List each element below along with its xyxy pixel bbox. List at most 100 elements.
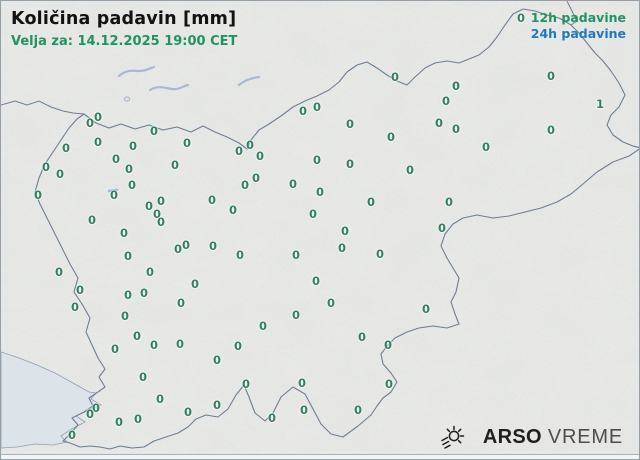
station-value: 0 [34,188,42,202]
station-value: 0 [312,274,320,288]
station-value: 0 [177,296,185,310]
station-value: 0 [121,309,129,323]
station-value: 0 [86,116,94,130]
station-value: 0 [145,199,153,213]
station-value: 0 [547,123,555,137]
station-value: 0 [235,144,243,158]
station-value: 0 [346,157,354,171]
station-value: 0 [517,11,525,25]
river-mura-icon [237,75,261,87]
station-value: 0 [42,160,50,174]
station-value: 0 [268,411,276,425]
station-value: 0 [299,104,307,118]
station-value: 0 [120,226,128,240]
lake-bled-icon [107,188,119,193]
station-value: 0 [338,241,346,255]
station-value: 0 [236,248,244,262]
station-value: 0 [125,162,133,176]
station-value: 0 [76,283,84,297]
station-value: 0 [88,213,96,227]
station-value: 0 [313,100,321,114]
station-value: 0 [115,415,123,429]
station-value: 0 [354,403,362,417]
station-value: 0 [157,215,165,229]
station-value: 0 [298,376,306,390]
station-value: 0 [150,338,158,352]
station-value: 0 [62,141,70,155]
station-value: 0 [376,247,384,261]
station-value: 0 [387,130,395,144]
brand-product: VREME [547,425,623,448]
station-value: 0 [242,377,250,391]
brand-org: ARSO [482,425,542,448]
station-value: 0 [292,248,300,262]
station-value: 0 [313,153,321,167]
station-value: 0 [547,69,555,83]
station-value: 0 [134,412,142,426]
station-value: 0 [327,296,335,310]
station-value: 0 [316,185,324,199]
station-value: 0 [182,238,190,252]
station-value: 0 [171,158,179,172]
arso-vreme-logo: ARSO VREME [438,423,623,451]
station-value: 0 [422,302,430,316]
station-value: 0 [183,136,191,150]
station-value: 0 [213,398,221,412]
station-value: 0 [124,288,132,302]
station-value: 0 [229,203,237,217]
station-value: 0 [156,392,164,406]
station-value: 0 [241,178,249,192]
station-value: 0 [209,239,217,253]
station-value: 0 [246,138,254,152]
station-value: 0 [111,342,119,356]
station-value: 0 [435,116,443,130]
page-title: Količina padavin [mm] [11,9,237,29]
station-value: 0 [55,265,63,279]
station-value: 0 [94,135,102,149]
station-value: 0 [71,300,79,314]
station-value: 0 [346,117,354,131]
station-value: 0 [86,407,94,421]
station-value: 0 [150,124,158,138]
border-austria-hungary [566,1,578,26]
station-value: 0 [259,319,267,333]
station-value: 0 [191,277,199,291]
legend: 12h padavine 24h padavine [531,10,626,41]
station-value: 0 [128,178,136,192]
station-value: 1 [596,97,604,111]
station-value: 0 [452,79,460,93]
valid-time-label: Velja za: 14.12.2025 19:00 CET [11,34,238,49]
station-value: 0 [208,193,216,207]
legend-item-12h: 12h padavine [530,10,626,25]
station-value: 0 [157,194,165,208]
station-value: 0 [438,221,446,235]
legend-item-24h: 24h padavine [530,25,626,41]
station-value: 0 [68,428,76,442]
station-value: 0 [174,242,182,256]
station-value: 0 [112,152,120,166]
station-value: 0 [482,140,490,154]
station-value: 0 [146,265,154,279]
station-value: 0 [213,353,221,367]
footer-strip [1,454,639,459]
station-value: 0 [445,195,453,209]
station-value: 0 [252,171,260,185]
border-slovenia [34,8,639,450]
station-value: 0 [367,195,375,209]
station-value: 0 [140,286,148,300]
station-value: 0 [300,403,308,417]
station-value: 0 [442,94,450,108]
station-value: 0 [56,167,64,181]
station-value: 0 [124,249,132,263]
station-value: 0 [406,163,414,177]
station-value: 0 [391,70,399,84]
station-value: 0 [139,370,147,384]
station-value: 0 [234,339,242,353]
station-value: 0 [94,110,102,124]
station-value: 0 [92,401,100,415]
station-value: 0 [452,122,460,136]
